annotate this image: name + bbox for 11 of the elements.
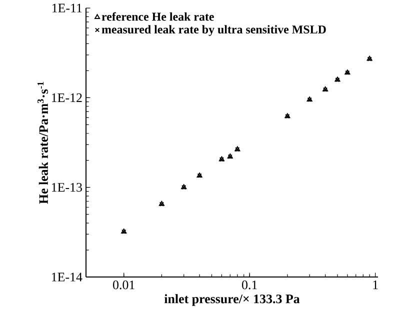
x-axis-title: inlet pressure/× 133.3 Pa [164,294,300,306]
y-tick-label: 1E-13 [52,182,82,192]
y-tick-label: 1E-14 [52,272,82,282]
y-tick-label: 1E-12 [52,93,82,102]
x-tick-label: 1 [373,280,378,290]
legend-label: reference He leak rate [102,12,214,21]
y-axis-title: He leak rate/Pa·m$^{3}$·s$^{-1}$ [38,82,48,204]
x-tick-label: 0.1 [242,280,257,290]
legend-label: measured leak rate by ultra sensitive MSLD [102,25,326,36]
x-tick-label: 0.01 [113,280,134,290]
y-tick-label: 1E-11 [52,4,82,12]
